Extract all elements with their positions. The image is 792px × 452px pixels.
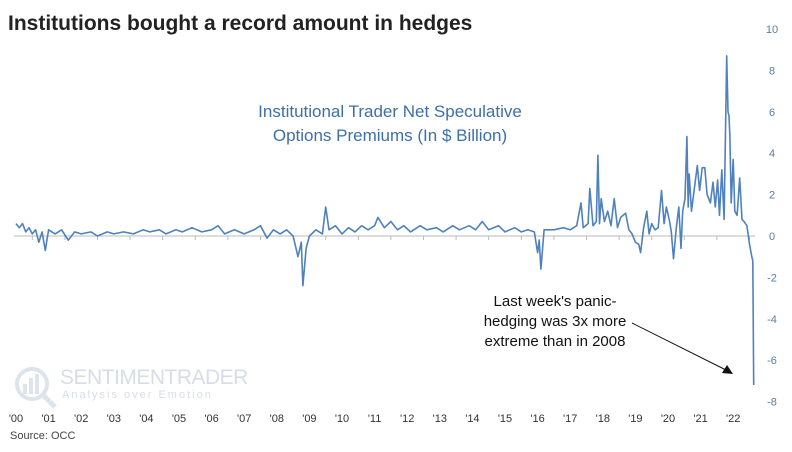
annotation-arrowhead bbox=[722, 365, 733, 374]
logo-tagline: Analysis over Emotion bbox=[62, 389, 213, 401]
x-tick-label: '06 bbox=[204, 413, 218, 425]
x-tick-label: '08 bbox=[270, 413, 284, 425]
chart-title: Institutional Trader Net Speculative Opt… bbox=[240, 100, 540, 148]
x-tick-label: '14 bbox=[465, 413, 479, 425]
y-tick-label: 0 bbox=[769, 231, 775, 243]
annotation-arrow bbox=[631, 322, 727, 371]
x-tick-label: '00 bbox=[9, 413, 23, 425]
page-title: Institutions bought a record amount in h… bbox=[8, 12, 473, 35]
x-tick-label: '01 bbox=[41, 413, 55, 425]
x-tick-label: '10 bbox=[335, 413, 349, 425]
series-line bbox=[15, 55, 755, 386]
y-tick-label: 6 bbox=[769, 107, 775, 119]
sentimentrader-logo: SENTIMENTRADER Analysis over Emotion bbox=[12, 364, 248, 415]
y-tick-label: -8 bbox=[767, 397, 777, 409]
chart-title-line: Options Premiums (In $ Billion) bbox=[272, 126, 508, 145]
x-tick-label: '17 bbox=[563, 413, 577, 425]
y-tick-label: -6 bbox=[767, 355, 777, 367]
logo-brand: SENTIMENTRADER bbox=[60, 366, 248, 389]
x-tick-label: '02 bbox=[74, 413, 88, 425]
logo-magnifier-icon bbox=[15, 367, 57, 409]
annotation-text: Last week's panic- hedging was 3x more e… bbox=[470, 292, 640, 352]
x-tick-label: '18 bbox=[596, 413, 610, 425]
annotation-line: extreme than in 2008 bbox=[484, 333, 626, 350]
annotation-line: Last week's panic- bbox=[493, 293, 617, 310]
x-tick-label: '20 bbox=[661, 413, 675, 425]
x-tick-label: '21 bbox=[693, 413, 707, 425]
x-tick-label: '04 bbox=[139, 413, 153, 425]
y-tick-label: 8 bbox=[769, 65, 775, 77]
x-tick-label: '11 bbox=[368, 413, 382, 425]
x-tick-label: '16 bbox=[530, 413, 544, 425]
y-tick-label: 4 bbox=[769, 148, 775, 160]
x-tick-label: '13 bbox=[433, 413, 447, 425]
y-tick-label: 2 bbox=[769, 190, 775, 202]
x-tick-label: '15 bbox=[498, 413, 512, 425]
y-tick-label: 10 bbox=[766, 24, 778, 36]
y-tick-label: -2 bbox=[767, 272, 777, 284]
x-tick-label: '03 bbox=[107, 413, 121, 425]
x-tick-label: '05 bbox=[172, 413, 186, 425]
x-tick-label: '09 bbox=[302, 413, 316, 425]
x-tick-label: '22 bbox=[726, 413, 740, 425]
chart-title-line: Institutional Trader Net Speculative bbox=[258, 102, 522, 121]
annotation-line: hedging was 3x more bbox=[483, 313, 627, 330]
x-tick-label: '19 bbox=[628, 413, 642, 425]
y-tick-label: -4 bbox=[767, 314, 777, 326]
x-tick-label: '12 bbox=[400, 413, 414, 425]
source-note: Source: OCC bbox=[10, 430, 76, 442]
x-tick-label: '07 bbox=[237, 413, 251, 425]
